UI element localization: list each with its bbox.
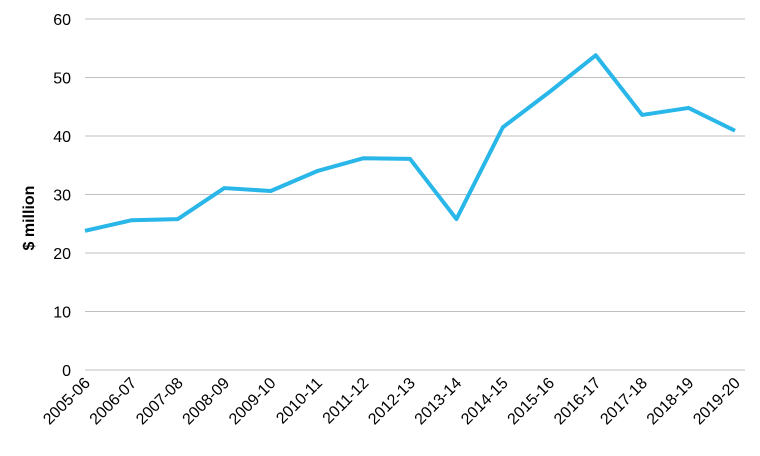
x-tick-label: 2019-20 [690, 375, 744, 429]
x-tick-label: 2018-19 [644, 375, 698, 429]
x-tick-label: 2010-11 [273, 375, 326, 428]
x-tick-label: 2012-13 [365, 375, 419, 429]
x-tick-label: 2009-10 [226, 375, 280, 429]
y-tick-label: 20 [53, 246, 71, 263]
y-axis-label: $ million [21, 186, 38, 251]
x-tick-label: 2007-08 [133, 375, 187, 429]
y-tick-label: 60 [53, 12, 71, 29]
y-tick-label: 50 [53, 71, 71, 88]
y-tick-label: 30 [53, 188, 71, 205]
x-tick-label: 2006-07 [87, 375, 141, 429]
x-tick-label: 2014-15 [458, 375, 512, 429]
x-tick-label: 2016-17 [551, 375, 605, 429]
x-tick-label: 2011-12 [320, 375, 373, 428]
x-tick-label: 2015-16 [505, 375, 559, 429]
y-tick-label: 0 [62, 363, 71, 380]
y-tick-label: 10 [53, 305, 71, 322]
x-tick-label: 2008-09 [180, 375, 234, 429]
x-tick-label: 2017-18 [597, 375, 651, 429]
x-tick-label: 2005-06 [40, 375, 94, 429]
data-line [84, 53, 736, 233]
y-tick-label: 40 [53, 129, 71, 146]
x-tick-label: 2013-14 [412, 375, 466, 429]
